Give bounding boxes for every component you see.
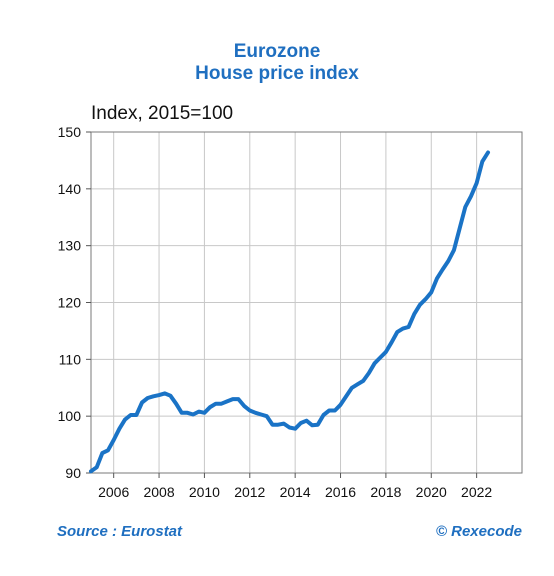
data-point xyxy=(175,402,178,405)
x-tick-label: 2022 xyxy=(461,484,492,500)
data-point xyxy=(305,419,308,422)
y-tick-label: 130 xyxy=(58,238,82,254)
data-point xyxy=(430,291,433,294)
data-point xyxy=(469,195,472,198)
series-line xyxy=(89,150,490,474)
data-point xyxy=(322,414,325,417)
data-point xyxy=(464,206,467,209)
data-point xyxy=(101,452,104,455)
x-tick-label: 2014 xyxy=(280,484,311,500)
data-point xyxy=(418,303,421,306)
y-axis: 90 100 110 120 130 140 150 xyxy=(58,124,91,481)
data-point xyxy=(277,423,280,426)
data-point xyxy=(220,402,223,405)
data-point xyxy=(481,160,484,163)
data-point xyxy=(345,395,348,398)
x-tick-label: 2016 xyxy=(325,484,356,500)
x-axis: 2006 2008 2010 2012 2014 2016 2018 2020 2022 xyxy=(98,473,492,500)
data-point xyxy=(254,411,257,414)
y-tick-label: 150 xyxy=(58,124,82,140)
data-point xyxy=(373,362,376,365)
data-point xyxy=(260,413,263,416)
series-layer xyxy=(89,150,490,474)
data-point xyxy=(407,325,410,328)
y-tick-label: 110 xyxy=(59,351,82,367)
data-point xyxy=(367,371,370,374)
data-point xyxy=(237,398,240,401)
y-axis-label: Index, 2015=100 xyxy=(91,103,234,124)
data-point xyxy=(401,327,404,330)
data-point xyxy=(118,427,121,430)
data-point xyxy=(384,350,387,353)
y-tick-label: 100 xyxy=(58,408,82,424)
data-point xyxy=(435,277,438,280)
data-point xyxy=(203,411,206,414)
data-point xyxy=(169,394,172,397)
source-note: Source : Eurostat xyxy=(57,523,183,540)
data-point xyxy=(288,426,291,429)
data-point xyxy=(311,424,314,427)
data-point xyxy=(441,268,444,271)
data-point xyxy=(214,402,217,405)
chart-subtitle: House price index xyxy=(195,63,359,84)
data-point xyxy=(141,401,144,404)
data-point xyxy=(390,341,393,344)
x-tick-label: 2012 xyxy=(234,484,265,500)
data-point xyxy=(299,421,302,424)
x-tick-label: 2008 xyxy=(143,484,174,500)
data-point xyxy=(112,439,115,442)
data-point xyxy=(90,470,93,473)
data-point xyxy=(475,182,478,185)
data-point xyxy=(231,398,234,401)
grid xyxy=(91,132,522,473)
data-point xyxy=(95,466,98,469)
y-tick-label: 120 xyxy=(58,295,82,311)
data-point xyxy=(362,379,365,382)
x-tick-label: 2010 xyxy=(189,484,220,500)
y-tick-label: 140 xyxy=(58,181,82,197)
data-point xyxy=(135,414,138,417)
data-point xyxy=(180,411,183,414)
data-point xyxy=(107,449,110,452)
data-point xyxy=(152,395,155,398)
data-point xyxy=(192,413,195,416)
data-point xyxy=(350,386,353,389)
data-point xyxy=(294,427,297,430)
data-point xyxy=(248,409,251,412)
data-point xyxy=(271,423,274,426)
x-tick-label: 2018 xyxy=(370,484,401,500)
data-point xyxy=(146,396,149,399)
data-point xyxy=(413,312,416,315)
data-point xyxy=(379,356,382,359)
data-point xyxy=(339,403,342,406)
data-point xyxy=(316,423,319,426)
data-point xyxy=(486,151,489,154)
data-point xyxy=(124,418,127,421)
data-point xyxy=(452,249,455,252)
copyright-note: © Rexecode xyxy=(435,523,522,540)
data-point xyxy=(328,409,331,412)
data-point xyxy=(356,383,359,386)
x-tick-label: 2006 xyxy=(98,484,129,500)
data-point xyxy=(158,394,161,397)
data-point xyxy=(129,414,132,417)
data-point xyxy=(447,260,450,263)
data-point xyxy=(163,392,166,395)
data-point xyxy=(424,298,427,301)
y-tick-label: 90 xyxy=(65,465,81,481)
data-point xyxy=(333,409,336,412)
data-point xyxy=(282,422,285,425)
data-point xyxy=(396,331,399,334)
data-point xyxy=(186,411,189,414)
data-point xyxy=(197,410,200,413)
data-point xyxy=(243,404,246,407)
data-point xyxy=(209,406,212,409)
data-point xyxy=(458,227,461,230)
data-point xyxy=(265,415,268,418)
x-tick-label: 2020 xyxy=(416,484,447,500)
chart-title: Eurozone xyxy=(233,41,321,62)
data-point xyxy=(226,400,229,403)
